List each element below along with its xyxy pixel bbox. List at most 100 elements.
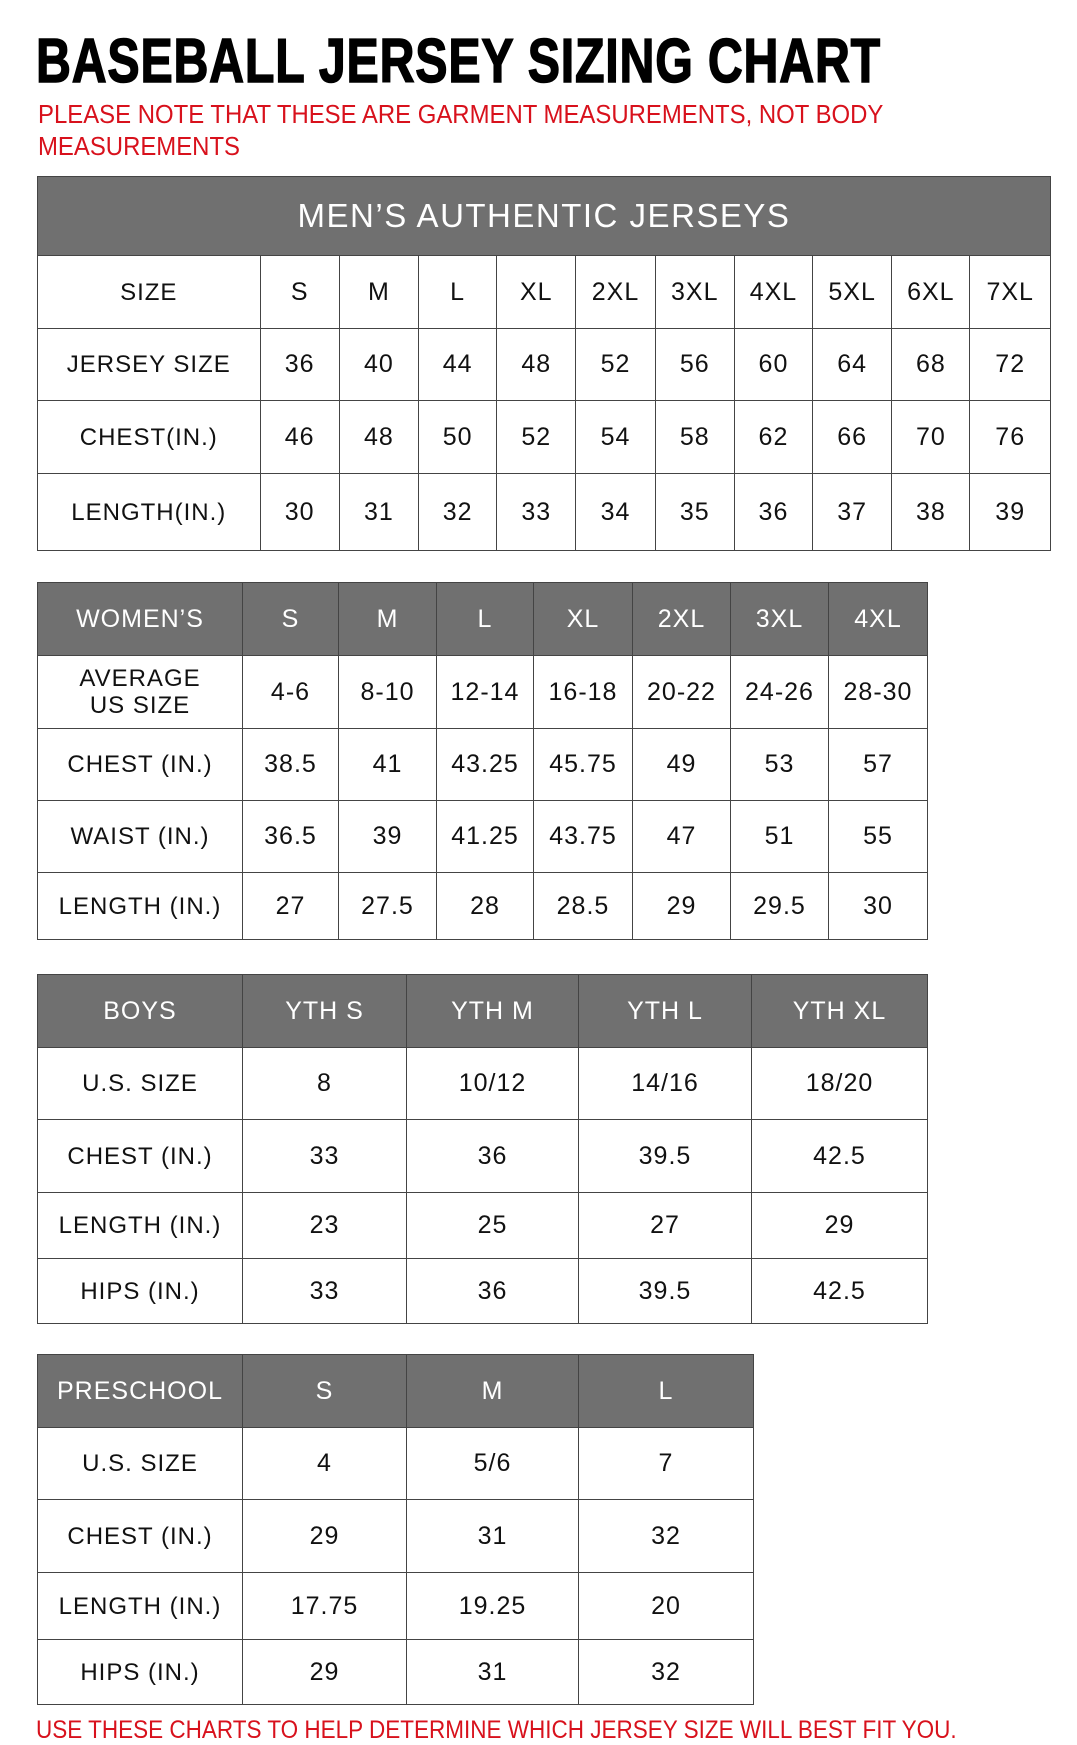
table-row: HIPS (IN.) 33 36 39.5 42.5 [37, 1258, 928, 1324]
size-column-header: S [242, 582, 339, 656]
preschool-size-table: PRESCHOOL S M L U.S. SIZE 4 5/6 7 CHEST (IN.) 29 3… [37, 1354, 754, 1705]
measurement-cell: 31 [406, 1639, 579, 1705]
row-label: LENGTH (IN.) [37, 872, 243, 940]
size-column-header: M [338, 582, 437, 656]
measurement-cell: 66 [812, 400, 893, 474]
measurement-cell: 36 [733, 473, 814, 551]
measurement-cell: 30 [259, 473, 340, 551]
measurement-cell: 29.5 [730, 872, 829, 940]
measurement-cell: 55 [828, 800, 928, 873]
measurement-cell: 18/20 [751, 1047, 928, 1120]
measurement-cell: 41 [338, 728, 437, 801]
measurement-cell: 53 [730, 728, 829, 801]
measurement-cell: 25 [406, 1192, 579, 1259]
size-column-header: XL [533, 582, 633, 656]
measurement-cell: 54 [575, 400, 656, 474]
measurement-cell: 40 [338, 328, 420, 401]
boys-size-table: BOYS YTH S YTH M YTH L YTH XL U.S. SIZE 8 10/12… [37, 974, 928, 1324]
measurement-cell: 33 [242, 1119, 407, 1193]
measurement-cell: 28-30 [828, 655, 928, 729]
measurement-cell: 19.25 [406, 1572, 579, 1640]
measurement-cell: 42.5 [751, 1119, 928, 1193]
measurement-cell: 48 [338, 400, 420, 474]
row-label: LENGTH(IN.) [37, 473, 261, 551]
measurement-cell: 20-22 [632, 655, 731, 729]
measurement-cell: 37 [812, 473, 893, 551]
measurement-cell: 47 [632, 800, 731, 873]
size-column-header: L [418, 255, 498, 329]
measurement-cell: 29 [751, 1192, 928, 1259]
measurement-cell: 10/12 [406, 1047, 579, 1120]
measurement-cell: 46 [259, 400, 340, 474]
measurement-cell: 64 [812, 328, 893, 401]
measurement-cell: 58 [654, 400, 735, 474]
measurement-cell: 44 [418, 328, 498, 401]
row-label: CHEST(IN.) [37, 400, 261, 474]
size-column-header: XL [496, 255, 577, 329]
womens-size-table: WOMEN’S S M L XL 2XL 3XL 4XL AVERAGE US SIZE 4-6 8-… [37, 582, 928, 940]
measurement-cell: 31 [406, 1499, 579, 1573]
measurement-cell: 41.25 [436, 800, 534, 873]
fit-guidance-footer: USE THESE CHARTS TO HELP DETERMINE WHICH… [36, 1716, 957, 1744]
mens-size-table: MEN’S AUTHENTIC JERSEYS SIZE S M L XL 2XL 3XL 4X… [37, 176, 1051, 551]
table-row: LENGTH (IN.) 27 27.5 28 28.5 29 29.5 30 [37, 872, 928, 940]
size-column-header: M [338, 255, 420, 329]
measurement-cell: 4 [242, 1427, 407, 1500]
row-label: AVERAGE US SIZE [37, 655, 243, 729]
measurement-cell: 60 [733, 328, 814, 401]
measurement-cell: 62 [733, 400, 814, 474]
size-column-header: YTH L [578, 974, 752, 1048]
measurement-cell: 14/16 [578, 1047, 752, 1120]
measurement-cell: 45.75 [533, 728, 633, 801]
measurement-cell: 27 [242, 872, 339, 940]
measurement-cell: 30 [828, 872, 928, 940]
row-label: CHEST (IN.) [37, 728, 243, 801]
row-label: CHEST (IN.) [37, 1499, 243, 1573]
header-label: SIZE [37, 255, 261, 329]
measurement-cell: 20 [578, 1572, 754, 1640]
measurement-cell: 34 [575, 473, 656, 551]
measurement-cell: 16-18 [533, 655, 633, 729]
measurement-cell: 8-10 [338, 655, 437, 729]
table-row: JERSEY SIZE 36 40 44 48 52 56 60 64 68 72 [37, 328, 1051, 401]
size-column-header: 4XL [733, 255, 814, 329]
size-column-header: 4XL [828, 582, 928, 656]
measurement-cell: 52 [496, 400, 577, 474]
measurement-cell: 36 [406, 1119, 579, 1193]
measurement-cell: 38 [891, 473, 971, 551]
row-label: CHEST (IN.) [37, 1119, 243, 1193]
measurement-cell: 36.5 [242, 800, 339, 873]
table-row: WAIST (IN.) 36.5 39 41.25 43.75 47 51 55 [37, 800, 928, 873]
table-caption: MEN’S AUTHENTIC JERSEYS [37, 176, 1051, 256]
header-row: BOYS YTH S YTH M YTH L YTH XL [37, 974, 928, 1048]
measurement-cell: 49 [632, 728, 731, 801]
size-column-header: 2XL [575, 255, 656, 329]
header-row: SIZE S M L XL 2XL 3XL 4XL 5XL 6XL 7XL [37, 255, 1051, 329]
table-row: AVERAGE US SIZE 4-6 8-10 12-14 16-18 20-22 24-2… [37, 655, 928, 729]
measurement-cell: 28.5 [533, 872, 633, 940]
measurement-cell: 38.5 [242, 728, 339, 801]
size-column-header: M [406, 1354, 579, 1428]
size-column-header: 6XL [891, 255, 971, 329]
table-row: U.S. SIZE 4 5/6 7 [37, 1427, 754, 1500]
size-column-header: YTH M [406, 974, 579, 1048]
measurement-cell: 12-14 [436, 655, 534, 729]
size-column-header: YTH XL [751, 974, 928, 1048]
table-caption-row: MEN’S AUTHENTIC JERSEYS [37, 176, 1051, 256]
measurement-cell: 33 [242, 1258, 407, 1324]
measurement-cell: 48 [496, 328, 577, 401]
measurement-cell: 39.5 [578, 1258, 752, 1324]
measurement-cell: 56 [654, 328, 735, 401]
table-row: CHEST (IN.) 38.5 41 43.25 45.75 49 53 57 [37, 728, 928, 801]
row-label: WAIST (IN.) [37, 800, 243, 873]
measurement-cell: 39 [969, 473, 1051, 551]
row-label: LENGTH (IN.) [37, 1192, 243, 1259]
measurement-cell: 72 [969, 328, 1051, 401]
size-column-header: 2XL [632, 582, 731, 656]
measurement-cell: 43.75 [533, 800, 633, 873]
measurement-cell: 39 [338, 800, 437, 873]
size-column-header: 3XL [654, 255, 735, 329]
size-column-header: L [578, 1354, 754, 1428]
measurement-cell: 42.5 [751, 1258, 928, 1324]
table-row: CHEST (IN.) 29 31 32 [37, 1499, 754, 1573]
